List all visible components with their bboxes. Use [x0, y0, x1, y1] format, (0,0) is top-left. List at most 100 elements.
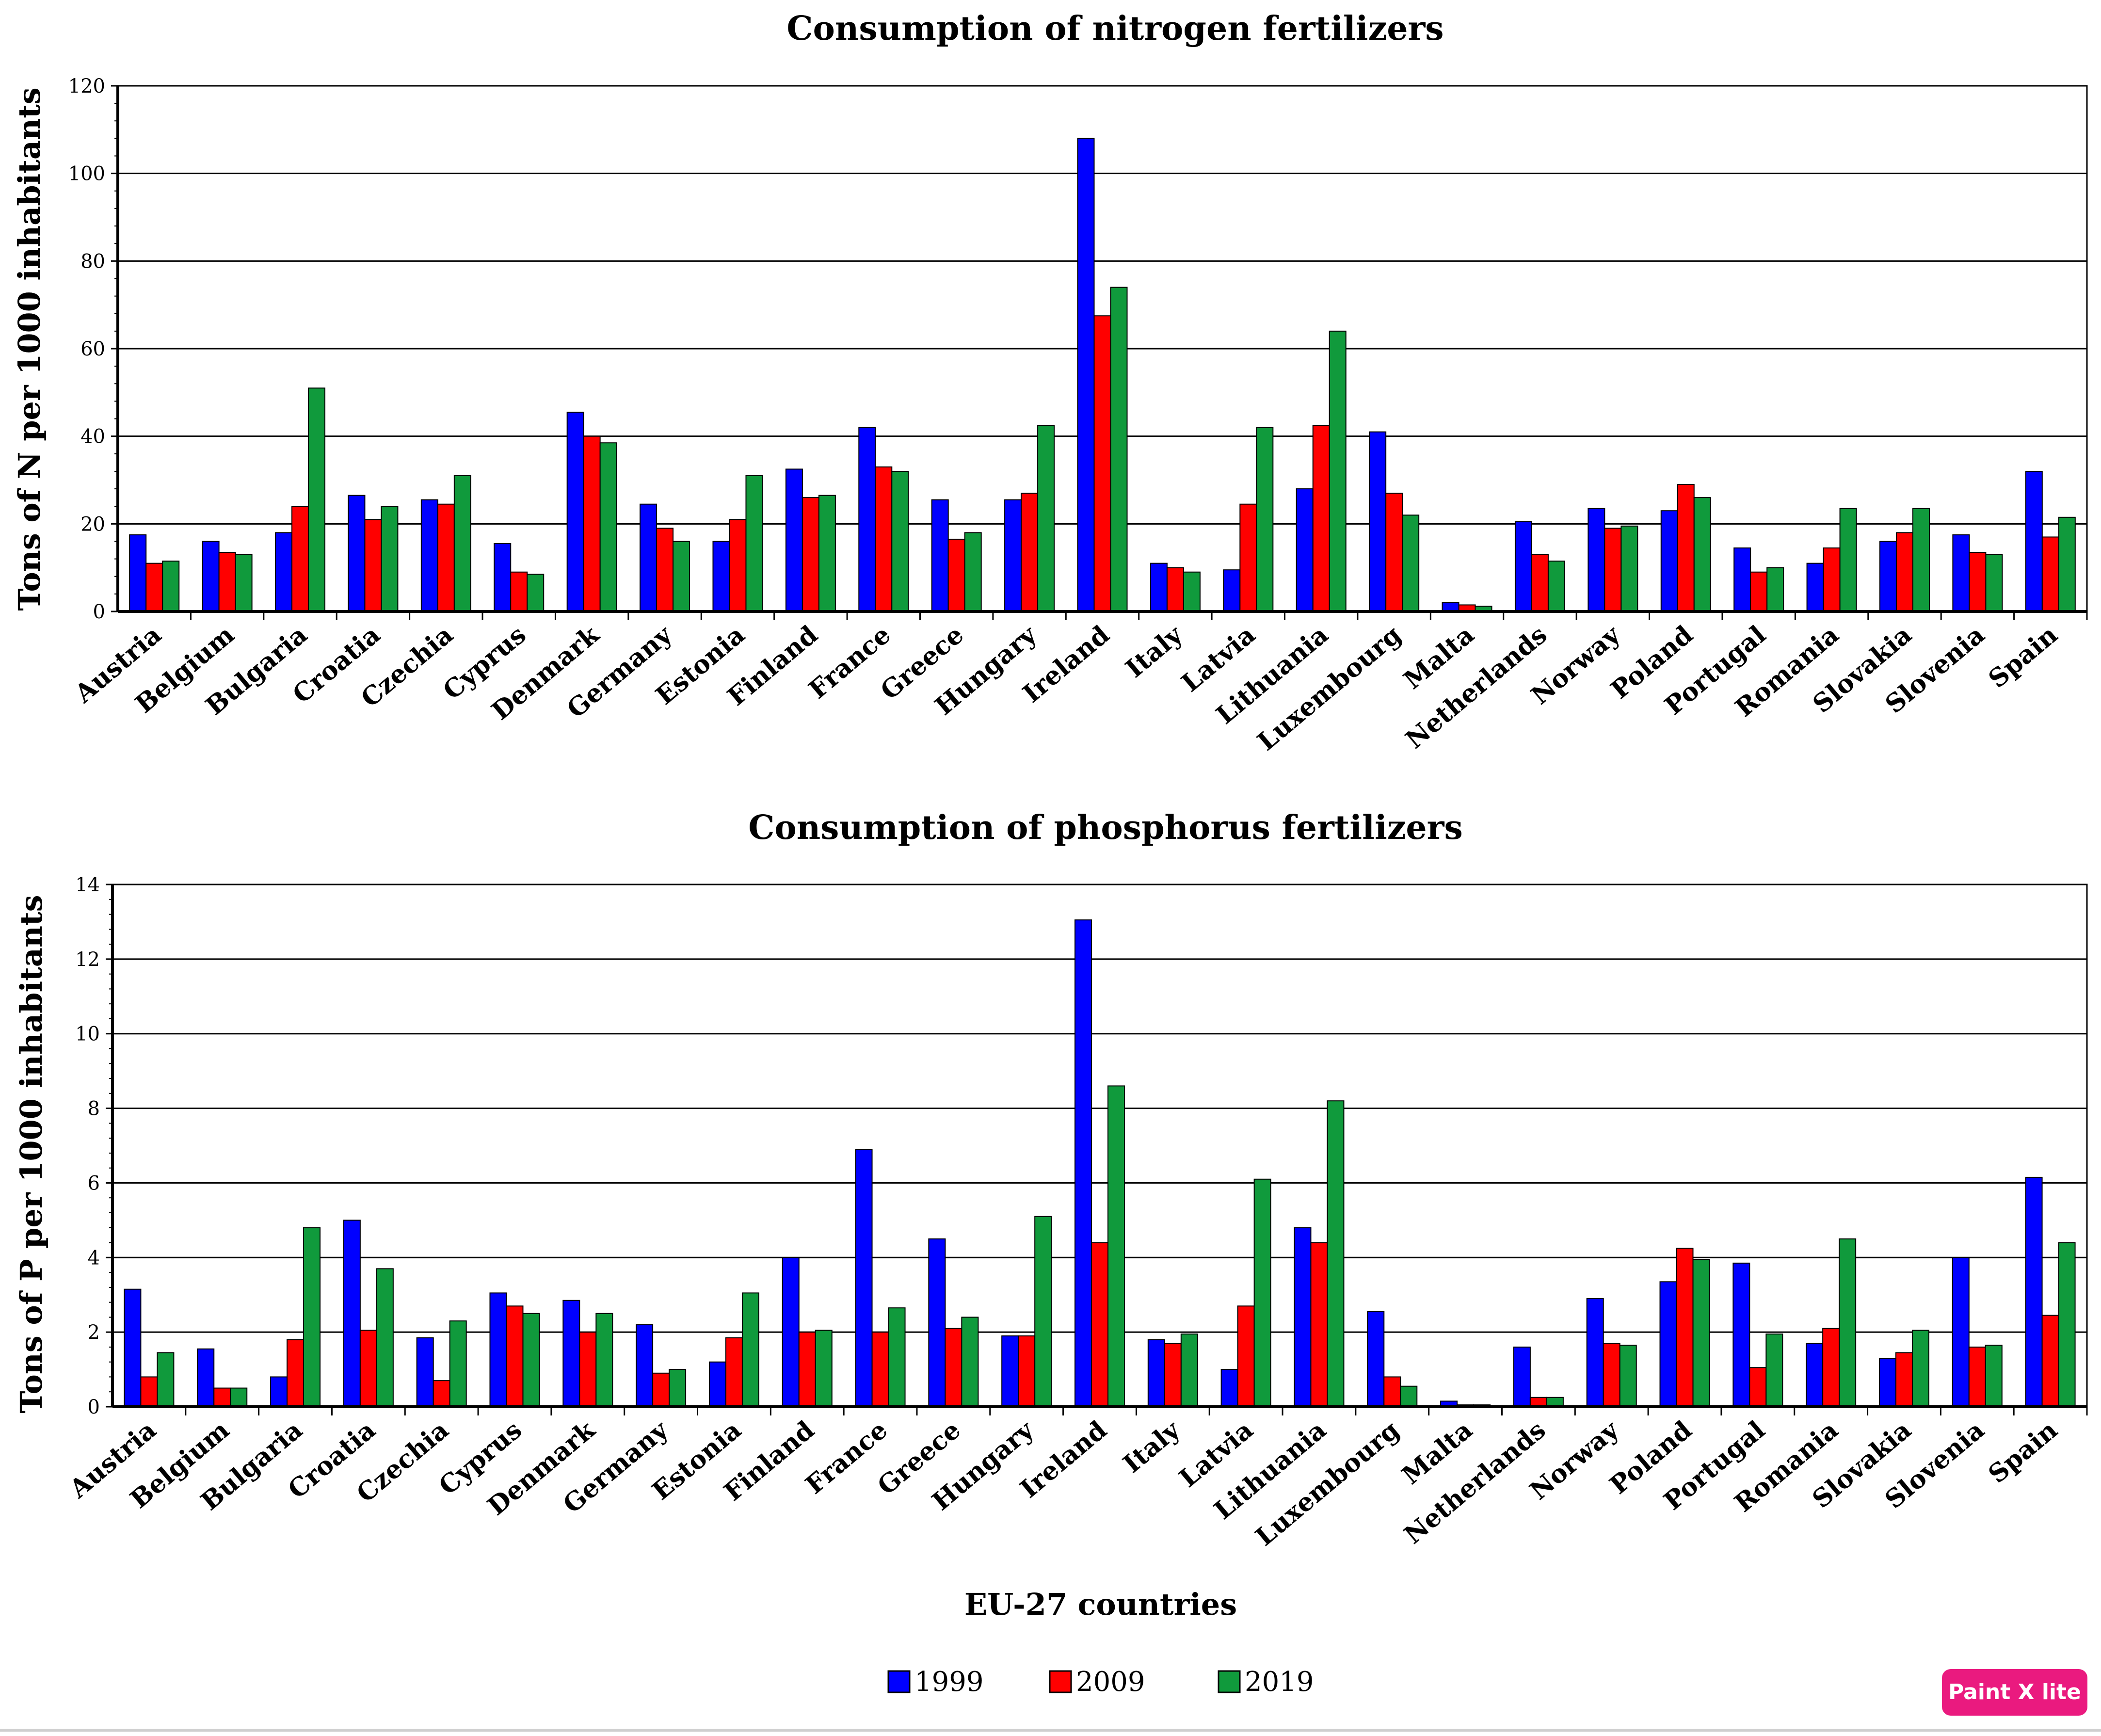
bar-estonia-2009	[729, 519, 747, 612]
y-tick-label: 60	[80, 338, 105, 360]
bar-france-2009	[875, 466, 893, 612]
bar-estonia-1999	[712, 541, 730, 612]
bar-slovakia-2019	[1912, 508, 1930, 612]
bar-poland-2009	[1677, 484, 1695, 612]
bar-france-1999	[855, 1149, 873, 1407]
bar-belgium-1999	[197, 1348, 215, 1408]
bar-romania-1999	[1806, 563, 1824, 612]
bar-greece-1999	[931, 499, 949, 612]
bar-lithuania-2009	[1310, 1242, 1328, 1408]
bar-netherlands-2019	[1547, 561, 1565, 612]
bar-cyprus-2019	[527, 574, 545, 612]
y-tick-label: 14	[75, 874, 100, 896]
bar-bulgaria-2019	[308, 387, 326, 612]
bar-belgium-2019	[230, 1387, 248, 1407]
bar-germany-1999	[640, 503, 658, 612]
y-tick-label: 12	[75, 948, 100, 971]
bar-austria-2019	[157, 1352, 175, 1408]
bar-cyprus-2009	[510, 571, 528, 612]
x-tick-label-spain: Spain	[1983, 620, 2063, 694]
bar-poland-1999	[1659, 1281, 1677, 1408]
bar-italy-2009	[1166, 567, 1184, 612]
bar-latvia-2019	[1253, 1178, 1271, 1407]
bar-denmark-2009	[583, 435, 601, 612]
bar-ireland-2009	[1091, 1242, 1108, 1408]
bar-greece-1999	[928, 1238, 946, 1408]
y-tick-label: 2	[88, 1321, 100, 1344]
bar-france-1999	[858, 427, 876, 612]
bar-czechia-1999	[420, 499, 438, 612]
bar-lithuania-1999	[1296, 488, 1314, 612]
bar-luxembourg-1999	[1367, 1311, 1385, 1407]
bar-latvia-1999	[1223, 569, 1241, 612]
bar-hungary-2009	[1021, 493, 1039, 612]
bar-poland-2019	[1692, 1259, 1710, 1407]
bar-cyprus-1999	[494, 543, 512, 612]
bar-denmark-2019	[599, 442, 617, 612]
bar-lithuania-2009	[1312, 425, 1330, 612]
bar-ireland-2019	[1110, 287, 1128, 612]
bar-austria-2009	[140, 1376, 158, 1407]
bar-italy-1999	[1147, 1339, 1165, 1407]
bar-latvia-1999	[1220, 1369, 1238, 1408]
paint-x-lite-badge: Paint X lite	[1942, 1669, 2087, 1716]
bar-ireland-1999	[1077, 138, 1095, 612]
y-tick-label: 80	[80, 250, 105, 273]
bar-luxembourg-2019	[1402, 514, 1420, 612]
x-axis-label: EU-27 countries	[964, 1587, 1237, 1622]
bar-slovakia-2019	[1911, 1330, 1929, 1407]
bar-hungary-1999	[1004, 499, 1022, 612]
bar-slovenia-1999	[1952, 1257, 1970, 1407]
bar-finland-2009	[802, 497, 819, 612]
bar-spain-2019	[2058, 516, 2076, 612]
bar-estonia-1999	[708, 1361, 726, 1408]
phosphorus-chart: Consumption of phosphorus fertilizers To…	[14, 808, 2088, 1622]
bar-romania-2019	[1839, 1238, 1857, 1408]
bar-finland-2019	[815, 1330, 833, 1407]
bar-bulgaria-2019	[303, 1227, 321, 1408]
bar-latvia-2009	[1239, 503, 1257, 612]
bar-hungary-1999	[1001, 1335, 1019, 1407]
bar-lithuania-2019	[1327, 1100, 1345, 1408]
bar-finland-2019	[818, 495, 836, 612]
bar-croatia-2009	[364, 519, 382, 612]
phosphorus-y-axis-label: Tons of P per 1000 inhabitants	[14, 895, 49, 1413]
bar-belgium-1999	[202, 541, 220, 612]
bar-austria-2009	[145, 563, 163, 612]
bar-lithuania-1999	[1294, 1227, 1312, 1408]
bar-luxembourg-1999	[1369, 431, 1387, 612]
legend-swatch-2009	[1049, 1670, 1072, 1693]
bar-slovenia-2009	[1968, 1346, 1986, 1408]
bar-norway-2009	[1603, 1343, 1620, 1407]
bar-denmark-1999	[566, 411, 584, 612]
bar-estonia-2009	[725, 1337, 743, 1407]
bar-romania-2019	[1839, 508, 1857, 612]
y-tick-label: 8	[88, 1098, 100, 1120]
bar-estonia-2019	[745, 475, 763, 612]
bar-czechia-2019	[449, 1320, 467, 1407]
bottom-divider	[0, 1729, 2101, 1732]
bar-lithuania-2019	[1329, 330, 1347, 612]
phosphorus-chart-title: Consumption of phosphorus fertilizers	[748, 808, 1463, 847]
y-tick-label: 4	[88, 1247, 100, 1269]
bar-norway-1999	[1586, 1298, 1604, 1408]
bar-slovenia-2009	[1969, 552, 1987, 612]
bar-romania-2009	[1823, 547, 1841, 612]
bar-slovakia-2009	[1895, 1352, 1913, 1408]
bar-greece-2009	[947, 538, 965, 612]
bar-austria-2019	[162, 561, 180, 612]
bar-ireland-2009	[1093, 315, 1111, 612]
legend-label-1999: 1999	[914, 1666, 984, 1698]
bar-belgium-2009	[213, 1387, 231, 1407]
bar-hungary-2019	[1037, 425, 1055, 612]
bar-czechia-2009	[433, 1380, 450, 1407]
bar-luxembourg-2009	[1385, 493, 1403, 612]
bar-norway-2019	[1620, 525, 1638, 612]
bar-greece-2019	[964, 532, 982, 612]
legend-swatch-2019	[1218, 1670, 1241, 1693]
bar-poland-2009	[1676, 1248, 1694, 1407]
bar-denmark-2019	[595, 1313, 613, 1407]
bar-ireland-2019	[1107, 1085, 1125, 1407]
bar-slovenia-2019	[1985, 554, 2003, 612]
bar-germany-2009	[656, 528, 674, 612]
